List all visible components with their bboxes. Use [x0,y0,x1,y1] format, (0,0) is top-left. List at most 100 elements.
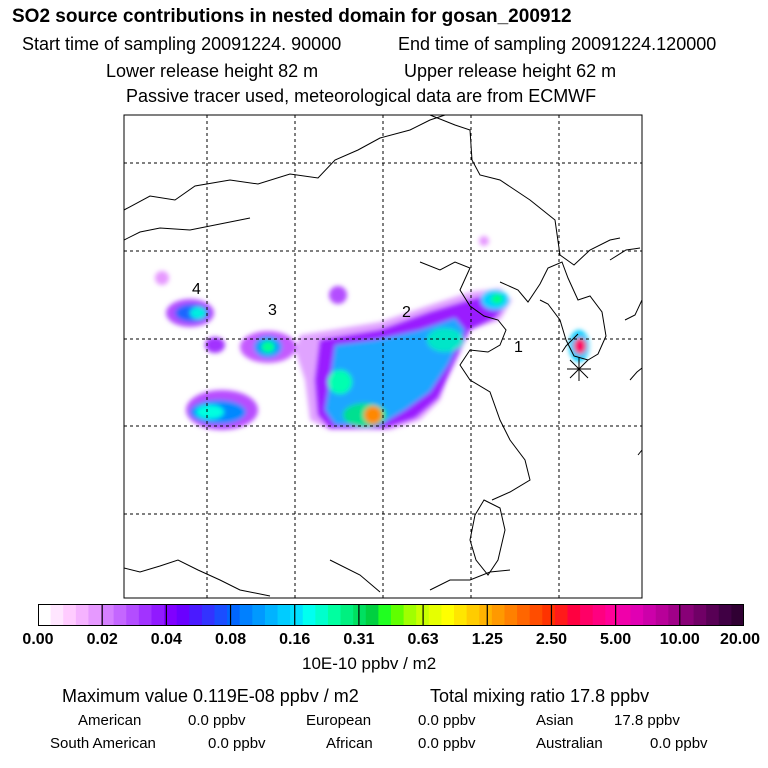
colorbar-swatch [315,604,329,626]
region-value-european: 0.0 ppbv [418,712,476,729]
colorbar-swatch [466,604,480,626]
colorbar-swatch [201,604,216,626]
colorbar-swatch [504,604,518,626]
patch-mid-west [205,337,225,353]
colorbar-swatch [75,604,90,626]
patch-west-lower-core [196,405,224,419]
colorbar-swatch [454,604,468,626]
field-ne-core [491,294,503,304]
total-mixing-ratio-label: Total mixing ratio 17.8 ppbv [430,686,650,706]
colorbar-swatch [113,604,127,626]
colorbar-border [38,604,744,626]
colorbar-swatch [88,604,102,626]
region-name-european: European [306,712,372,729]
colorbar-swatch [239,604,253,626]
source-label-1: 1 [514,339,523,356]
colorbar-swatch [680,604,695,626]
colorbar-swatch [50,604,64,626]
colorbar-swatch [529,604,543,626]
map-frame [123,114,643,599]
region-name-asian: Asian [536,712,574,729]
colorbar-swatch [567,604,581,626]
start-time-label: Start time of sampling 20091224. 90000 [22,34,342,54]
colorbar-swatch [441,604,455,626]
colorbar-tick-label: 1.25 [471,631,503,648]
source-label-2: 2 [402,304,411,321]
colorbar-swatch [391,604,405,626]
chart-title: SO2 source contributions in nested domai… [12,6,572,27]
source-label-4: 4 [192,281,201,298]
colorbar-swatch [580,604,594,626]
colorbar-swatch [302,604,316,626]
colorbar-swatch [164,604,178,626]
patch-3-core [261,341,275,353]
field-hotspot [364,406,382,424]
receptor-star-icon [567,357,591,381]
colorbar-tick-label: 20.00 [719,631,761,648]
colorbar-swatch [655,604,669,626]
region-name-south-american: South American [50,735,156,752]
colorbar-swatch [63,604,77,626]
region-name-american: American [78,712,142,729]
colorbar-unit-label: 10E-10 ppbv / m2 [302,654,437,673]
colorbar-swatch [151,604,165,626]
colorbar-swatch [38,604,52,626]
colorbar-tick-label: 2.50 [535,631,568,648]
colorbar-swatch [189,604,203,626]
colorbar-swatch [365,604,379,626]
colorbar-swatch [340,604,354,626]
patch-4-top [155,271,169,285]
patch-top [329,286,347,304]
map-grid [124,115,642,598]
colorbar-swatch [731,604,744,626]
region-value-south-american: 0.0 ppbv [208,735,266,752]
source-label-3: 3 [268,302,277,319]
colorbar-tick-label: 5.00 [600,631,632,648]
colorbar-swatch [176,604,190,626]
colorbar-swatch [403,604,417,626]
colorbar-swatch [378,604,392,626]
colorbar-swatch [138,604,153,626]
region-value-american: 0.0 ppbv [188,712,246,729]
region-name-african: African [326,735,373,752]
colorbar-swatch [252,604,266,626]
colorbar-swatch [491,604,506,626]
colorbar-swatch [327,604,342,626]
colorbar-swatch [592,604,606,626]
colorbar-swatch [277,604,291,626]
colorbar-swatch [264,604,279,626]
colorbar-swatch [605,604,619,626]
colorbar-swatch [718,604,732,626]
upper-release-height: Upper release height 62 m [404,61,617,81]
field-cyan-a [427,328,463,352]
colorbar-tick-label: 0.02 [86,631,118,648]
end-time-label: End time of sampling 20091224.120000 [398,34,717,54]
colorbar-swatch [227,604,241,626]
patch-4-core [190,307,206,319]
colorbar-swatch [706,604,720,626]
colorbar-tick-label: 0.16 [279,631,311,648]
colorbar-swatch [693,604,707,626]
colorbar-swatch [101,604,115,626]
colorbar-swatch [214,604,228,626]
colorbar-tick-label: 0.04 [150,631,182,648]
colorbar-swatch [126,604,140,626]
colorbar-tick-label: 0.08 [214,631,247,648]
colorbar-swatch [353,604,367,626]
lower-release-height: Lower release height 82 m [106,61,319,81]
colorbar-swatch [517,604,531,626]
colorbar-swatch [668,604,682,626]
coastlines [124,115,642,597]
region-value-australian: 0.0 ppbv [650,735,708,752]
colorbar-swatch [479,604,493,626]
colorbar-swatch [290,604,304,626]
colorbar-swatch [542,604,556,626]
maximum-value-label: Maximum value 0.119E-08 ppbv / m2 [62,686,359,706]
colorbar-swatch [643,604,657,626]
region-value-asian: 17.8 ppbv [614,712,680,729]
patch-top-2 [479,236,489,246]
colorbar-tick-label: 0.00 [22,631,54,648]
region-name-australian: Australian [536,735,603,752]
colorbar-swatch [630,604,644,626]
